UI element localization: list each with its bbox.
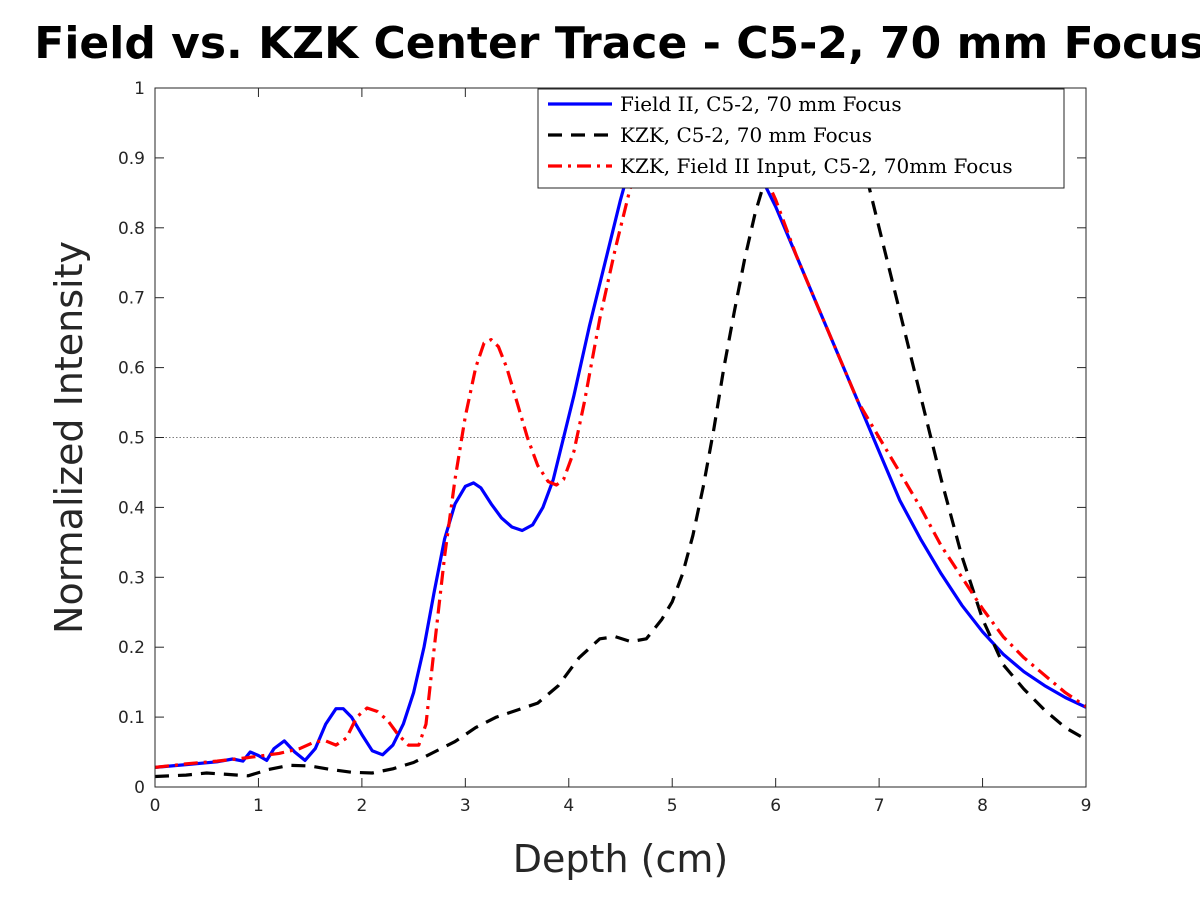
y-tick-label: 0.3 [118,568,145,588]
y-tick-label: 0.8 [118,219,145,239]
y-tick-label: 1 [134,79,145,99]
y-tick-label: 0.6 [118,359,145,379]
x-tick-label: 1 [253,796,264,816]
y-axis-label: Normalized Intensity [47,241,91,634]
x-tick-label: 4 [563,796,574,816]
series-line-kzk-c5-2-70-mm-focus [155,93,1086,779]
y-tick-label: 0 [134,778,145,798]
x-tick-label: 8 [977,796,988,816]
y-tick-label: 0.9 [118,149,145,169]
legend-entry-label: Field II, C5-2, 70 mm Focus [620,92,902,116]
legend-entry-label: KZK, Field II Input, C5-2, 70mm Focus [620,154,1013,178]
x-tick-label: 7 [874,796,885,816]
plot-frame [154,87,1087,788]
legend: Field II, C5-2, 70 mm Focus KZK, C5-2, 70… [537,88,1065,189]
x-tick-label: 3 [460,796,471,816]
y-tick-label: 0.4 [118,498,145,518]
x-axis-label: Depth (cm) [513,837,728,881]
y-tick-label: 0.2 [118,638,145,658]
y-tick-label: 0.1 [118,708,145,728]
series-group [155,88,1086,779]
legend-entry-label: KZK, C5-2, 70 mm Focus [620,123,872,147]
x-tick-label: 5 [667,796,678,816]
x-tick-label: 6 [770,796,781,816]
chart-title: Field vs. KZK Center Trace - C5-2, 70 mm… [34,18,1200,69]
y-tick-label: 0.7 [118,289,145,309]
x-tick-label: 2 [356,796,367,816]
legend-box [537,88,1065,189]
y-tick-label: 0.5 [118,429,145,449]
series-line-kzk-field-ii-input-c5-2-70mm-focus [155,88,1086,769]
x-tick-label: 0 [150,796,161,816]
series-line-field-ii-c5-2-70-mm-focus [155,88,1086,769]
x-tick-label: 9 [1081,796,1092,816]
